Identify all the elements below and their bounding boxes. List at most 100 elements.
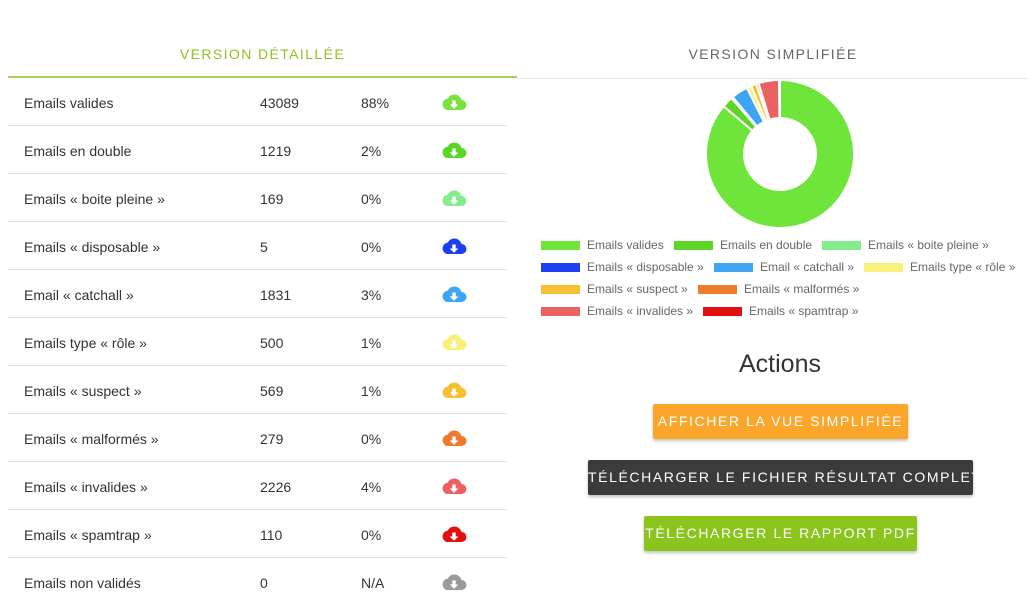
row-percent: 0% xyxy=(361,239,382,255)
legend-label: Emails « boite pleine » xyxy=(868,238,989,252)
cloud-download-icon[interactable] xyxy=(441,380,469,400)
row-count: 500 xyxy=(260,335,284,351)
table-row: Emails « suspect » 569 1% xyxy=(8,366,507,414)
legend-swatch xyxy=(698,284,737,294)
row-percent: 3% xyxy=(361,287,382,303)
row-count: 43089 xyxy=(260,95,299,111)
table-row: Email « catchall » 1831 3% xyxy=(8,270,507,318)
row-percent: 0% xyxy=(361,431,382,447)
tab-simplified-version[interactable]: Version simplifiée xyxy=(688,46,858,62)
donut-slice[interactable] xyxy=(777,78,781,120)
row-count: 5 xyxy=(260,239,268,255)
legend-label: Emails type « rôle » xyxy=(910,260,1016,274)
row-percent: 0% xyxy=(361,191,382,207)
cloud-download-icon[interactable] xyxy=(441,140,469,160)
legend-item[interactable]: Emails type « rôle » xyxy=(864,259,1015,275)
legend-label: Emails « spamtrap » xyxy=(749,304,859,318)
row-label: Emails en double xyxy=(24,143,132,159)
legend-row: Emails « invalides » Emails « spamtrap » xyxy=(541,303,1031,325)
table-row: Emails « malformés » 279 0% xyxy=(8,414,507,462)
donut-slice[interactable] xyxy=(705,78,855,229)
legend-swatch xyxy=(541,240,580,250)
row-count: 1831 xyxy=(260,287,292,303)
table-row: Emails type « rôle » 500 1% xyxy=(8,318,507,366)
row-label: Emails « boite pleine » xyxy=(24,191,165,207)
legend-item[interactable]: Emails « spamtrap » xyxy=(703,303,858,319)
legend-swatch xyxy=(674,240,713,250)
cloud-download-icon[interactable] xyxy=(441,92,469,112)
table-row: Emails « invalides » 2226 4% xyxy=(8,462,507,510)
row-percent: 88% xyxy=(361,95,390,111)
legend-swatch xyxy=(541,284,580,294)
cloud-download-icon[interactable] xyxy=(441,188,469,208)
cloud-download-icon[interactable] xyxy=(441,332,469,352)
row-count: 279 xyxy=(260,431,284,447)
legend-row: Emails valides Emails en double Emails « b… xyxy=(541,237,1031,259)
legend-item[interactable]: Emails « suspect » xyxy=(541,281,688,297)
donut-chart-svg xyxy=(705,78,855,229)
show-simplified-button[interactable]: Afficher la vue simplifiée xyxy=(653,404,908,439)
legend-item[interactable]: Emails « malformés » xyxy=(698,281,859,297)
legend-item[interactable]: Emails « invalides » xyxy=(541,303,693,319)
actions-title: Actions xyxy=(739,350,821,378)
cloud-download-icon[interactable] xyxy=(441,524,469,544)
legend-label: Emails valides xyxy=(587,238,664,252)
tab-detailed-version[interactable]: Version détaillée xyxy=(179,46,346,62)
download-full-result-button[interactable]: Télécharger le fichier résultat complet xyxy=(588,460,980,495)
legend-label: Emails « disposable » xyxy=(587,260,704,274)
legend-row: Emails « suspect » Emails « malformés » xyxy=(541,281,1031,303)
legend-label: Emails en double xyxy=(720,238,813,252)
legend-swatch xyxy=(714,262,753,272)
legend-item[interactable]: Emails valides xyxy=(541,237,664,253)
active-tab-indicator xyxy=(8,76,517,78)
row-label: Emails « spamtrap » xyxy=(24,527,152,543)
legend-swatch xyxy=(822,240,861,250)
row-label: Emails « disposable » xyxy=(24,239,161,255)
legend-label: Email « catchall » xyxy=(760,260,855,274)
table-row: Emails « disposable » 5 0% xyxy=(8,222,507,270)
legend-row: Emails « disposable » Email « catchall » E… xyxy=(541,259,1031,281)
cloud-download-icon[interactable] xyxy=(441,428,469,448)
legend-item[interactable]: Emails « boite pleine » xyxy=(822,237,989,253)
row-percent: 1% xyxy=(361,383,382,399)
legend-swatch xyxy=(703,306,742,316)
row-percent: 1% xyxy=(361,335,382,351)
row-count: 2226 xyxy=(260,479,292,495)
legend-label: Emails « suspect » xyxy=(587,282,688,296)
table-row: Emails « spamtrap » 110 0% xyxy=(8,510,507,558)
tab-divider xyxy=(517,78,1029,79)
cloud-download-icon[interactable] xyxy=(441,284,469,304)
row-count: 0 xyxy=(260,575,268,591)
row-percent: 0% xyxy=(361,527,382,543)
cloud-download-icon[interactable] xyxy=(441,476,469,496)
legend-label: Emails « invalides » xyxy=(587,304,694,318)
legend-item[interactable]: Emails « disposable » xyxy=(541,259,704,275)
row-label: Email « catchall » xyxy=(24,287,134,303)
legend-item[interactable]: Emails en double xyxy=(674,237,812,253)
legend-swatch xyxy=(541,306,580,316)
row-percent: 4% xyxy=(361,479,382,495)
row-count: 169 xyxy=(260,191,284,207)
donut-chart xyxy=(700,78,860,232)
table-row: Emails non validés 0 N/A xyxy=(8,558,507,605)
cloud-download-icon[interactable] xyxy=(441,236,469,256)
chart-legend: Emails valides Emails en double Emails « b… xyxy=(541,237,1031,325)
row-count: 1219 xyxy=(260,143,292,159)
row-label: Emails « suspect » xyxy=(24,383,142,399)
table-row: Emails « boite pleine » 169 0% xyxy=(8,174,507,222)
legend-item[interactable]: Email « catchall » xyxy=(714,259,854,275)
row-label: Emails valides xyxy=(24,95,114,111)
results-table: Emails valides 43089 88% Emails en double 12… xyxy=(8,78,507,605)
cloud-download-icon[interactable] xyxy=(441,572,469,592)
row-label: Emails non validés xyxy=(24,575,141,591)
row-count: 569 xyxy=(260,383,284,399)
row-count: 110 xyxy=(260,527,283,543)
table-row: Emails en double 1219 2% xyxy=(8,126,507,174)
legend-label: Emails « malformés » xyxy=(744,282,860,296)
row-label: Emails « invalides » xyxy=(24,479,148,495)
legend-swatch xyxy=(864,262,903,272)
download-pdf-report-button[interactable]: Télécharger le rapport PDF xyxy=(644,516,917,551)
legend-swatch xyxy=(541,262,580,272)
row-percent: N/A xyxy=(361,575,385,591)
row-label: Emails « malformés » xyxy=(24,431,159,447)
